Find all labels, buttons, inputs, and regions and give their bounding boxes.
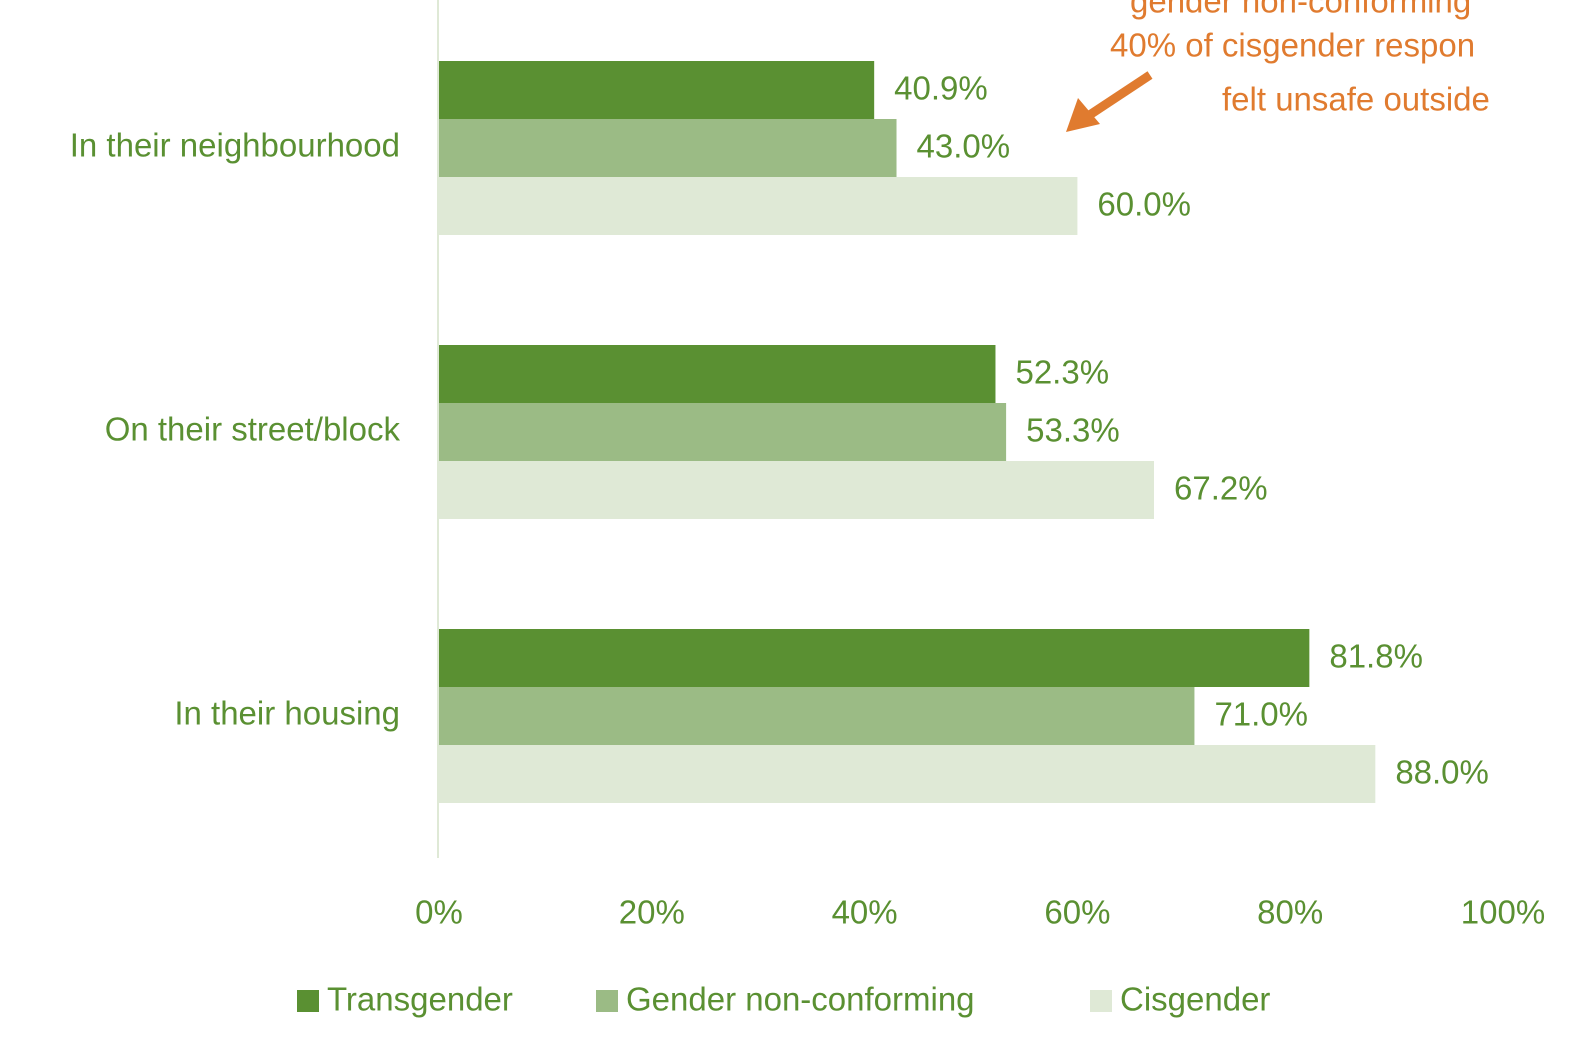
legend-label: Transgender bbox=[327, 981, 513, 1018]
value-label: 52.3% bbox=[1015, 354, 1109, 391]
bar bbox=[439, 177, 1078, 235]
bar bbox=[439, 745, 1376, 803]
bar bbox=[439, 687, 1195, 745]
bar bbox=[439, 119, 897, 177]
x-tick-label: 0% bbox=[415, 894, 463, 931]
value-label: 71.0% bbox=[1214, 696, 1308, 733]
legend-swatch bbox=[297, 990, 319, 1012]
value-label: 81.8% bbox=[1329, 638, 1423, 675]
x-tick-label: 40% bbox=[832, 894, 898, 931]
x-tick-label: 20% bbox=[619, 894, 685, 931]
value-label: 60.0% bbox=[1097, 186, 1191, 223]
bar bbox=[439, 461, 1155, 519]
y-tick-label: In their housing bbox=[174, 695, 400, 732]
annotation: gender non-conforming bbox=[1130, 0, 1471, 20]
value-label: 53.3% bbox=[1026, 412, 1120, 449]
x-tick-label: 60% bbox=[1044, 894, 1110, 931]
y-tick-label: In their neighbourhood bbox=[70, 127, 400, 164]
value-label: 67.2% bbox=[1174, 470, 1268, 507]
legend-label: Cisgender bbox=[1120, 981, 1270, 1018]
legend-label: Gender non-conforming bbox=[626, 981, 975, 1018]
annotation-arrow bbox=[1082, 71, 1153, 122]
bar bbox=[439, 61, 875, 119]
legend-swatch bbox=[1090, 990, 1112, 1012]
y-tick-label: On their street/block bbox=[105, 411, 401, 448]
bar bbox=[439, 403, 1007, 461]
annotation-arrowhead bbox=[1066, 98, 1100, 132]
x-tick-label: 100% bbox=[1461, 894, 1545, 931]
value-label: 88.0% bbox=[1395, 754, 1489, 791]
value-label: 40.9% bbox=[894, 70, 988, 107]
annotation: 40% of cisgender respon bbox=[1110, 27, 1475, 64]
annotation: felt unsafe outside bbox=[1222, 81, 1490, 118]
value-label: 43.0% bbox=[917, 128, 1011, 165]
x-tick-label: 80% bbox=[1257, 894, 1323, 931]
legend-swatch bbox=[596, 990, 618, 1012]
bar bbox=[439, 629, 1310, 687]
bar bbox=[439, 345, 996, 403]
